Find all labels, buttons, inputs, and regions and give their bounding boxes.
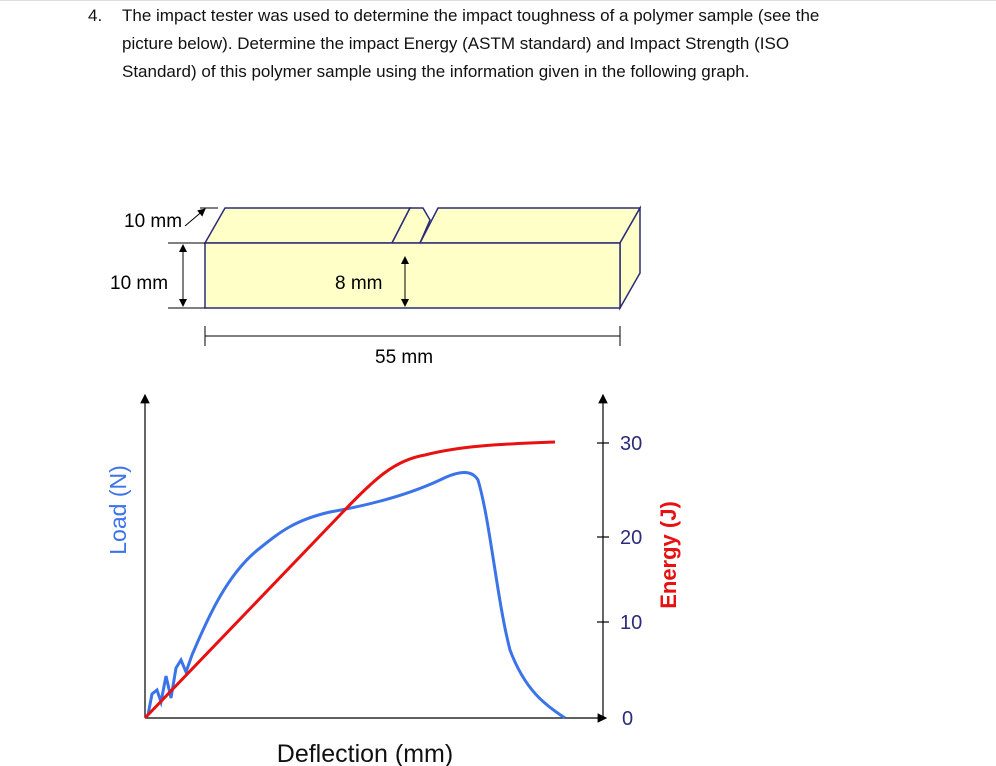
question-line: The impact tester was used to determine … (122, 6, 820, 25)
top-face (418, 207, 642, 244)
dimensions (168, 207, 621, 346)
top-rule (0, 0, 996, 1)
energy-tick: 30 (620, 433, 642, 455)
width-label: 10 mm (124, 211, 182, 232)
top-face (203, 207, 412, 244)
axes (140, 393, 609, 723)
question-number: 4. (88, 6, 103, 25)
energy-tick: 10 (620, 612, 642, 634)
energy-curve (143, 440, 556, 720)
notch-label: 8 mm (335, 273, 383, 294)
length-label: 55 mm (375, 347, 433, 368)
energy-tick: 0 (622, 708, 633, 730)
question-line: Standard) of this polymer sample using t… (122, 62, 750, 81)
x-axis-label: Deflection (mm) (277, 740, 453, 766)
question-line: picture below). Determine the impact Ene… (122, 34, 790, 53)
front-face (204, 242, 621, 309)
height-label: 10 mm (110, 273, 168, 294)
y2-axis-label: Energy (J) (656, 501, 681, 609)
y-axis-label: Load (N) (105, 465, 131, 554)
specimen (203, 205, 642, 311)
load-curve (146, 471, 566, 720)
energy-tick: 20 (620, 527, 642, 549)
